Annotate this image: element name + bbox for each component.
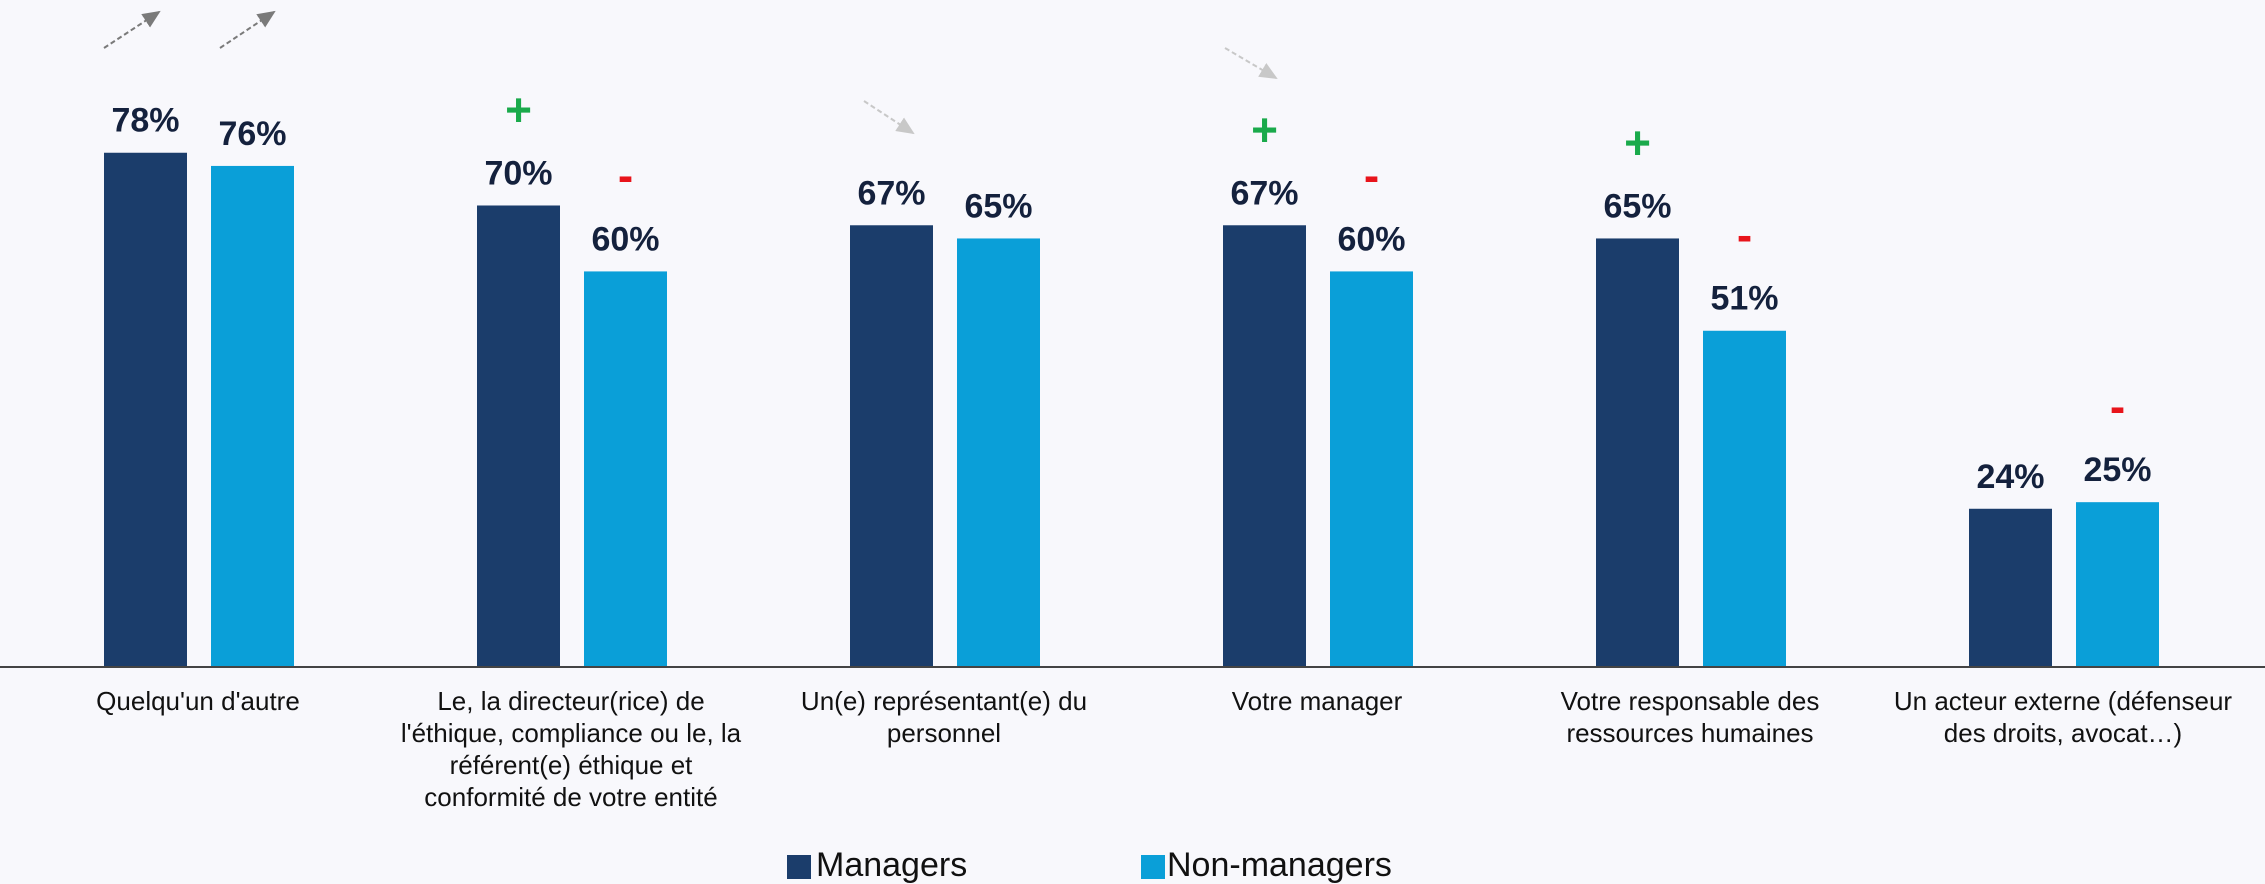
- bar: [477, 205, 560, 668]
- bar: [1330, 271, 1413, 667]
- x-tick-label: des droits, avocat…): [1944, 718, 2182, 748]
- bar: [1223, 225, 1306, 668]
- trend-arrow: [103, 10, 161, 49]
- value-label: 67%: [857, 174, 925, 212]
- bar: [850, 225, 933, 668]
- legend-swatch: [787, 855, 811, 879]
- bar: [104, 152, 187, 668]
- sign-marker: +: [505, 84, 532, 136]
- x-tick-label: ressources humaines: [1566, 718, 1813, 748]
- sign-marker: -: [1737, 209, 1752, 261]
- x-tick-label: Quelqu'un d'autre: [96, 686, 300, 716]
- x-tick-label: Votre manager: [1232, 686, 1403, 716]
- value-label: 51%: [1710, 280, 1778, 318]
- bar: [2076, 502, 2159, 667]
- sign-marker: -: [2110, 380, 2125, 432]
- value-label: 78%: [111, 102, 179, 140]
- x-tick-label: personnel: [887, 718, 1001, 748]
- value-label: 60%: [1337, 220, 1405, 258]
- x-tick-label: Votre responsable des: [1561, 686, 1820, 716]
- sign-marker: -: [618, 150, 633, 202]
- value-label: 70%: [484, 154, 552, 192]
- x-tick-label: Un acteur externe (défenseur: [1894, 686, 2233, 716]
- bar: [957, 238, 1040, 667]
- value-label: 76%: [218, 115, 286, 153]
- sign-marker: +: [1624, 117, 1651, 169]
- value-label: 67%: [1230, 174, 1298, 212]
- trend-arrow: [863, 100, 915, 135]
- legend-label: Managers: [816, 846, 967, 884]
- legend-label: Non-managers: [1167, 846, 1392, 884]
- sign-marker: +: [1251, 103, 1278, 155]
- bar: [211, 165, 294, 667]
- x-tick-label: Un(e) représentant(e) du: [801, 686, 1087, 716]
- legend-swatch: [1141, 855, 1165, 879]
- value-label: 65%: [1603, 187, 1671, 225]
- x-tick-label: Le, la directeur(rice) de: [437, 686, 704, 716]
- value-label: 60%: [591, 220, 659, 258]
- value-label: 65%: [964, 187, 1032, 225]
- sign-marker: -: [1364, 150, 1379, 202]
- bar: [1969, 508, 2052, 667]
- x-tick-label: conformité de votre entité: [424, 782, 717, 812]
- trend-arrow: [219, 10, 276, 49]
- bar: [584, 271, 667, 667]
- x-tick-label: référent(e) éthique et: [450, 750, 694, 780]
- bar: [1596, 238, 1679, 667]
- x-tick-label: l'éthique, compliance ou le, la: [401, 718, 742, 748]
- trend-arrow: [1224, 47, 1278, 80]
- bar: [1703, 330, 1786, 667]
- value-label: 24%: [1976, 458, 2044, 496]
- value-label: 25%: [2083, 451, 2151, 489]
